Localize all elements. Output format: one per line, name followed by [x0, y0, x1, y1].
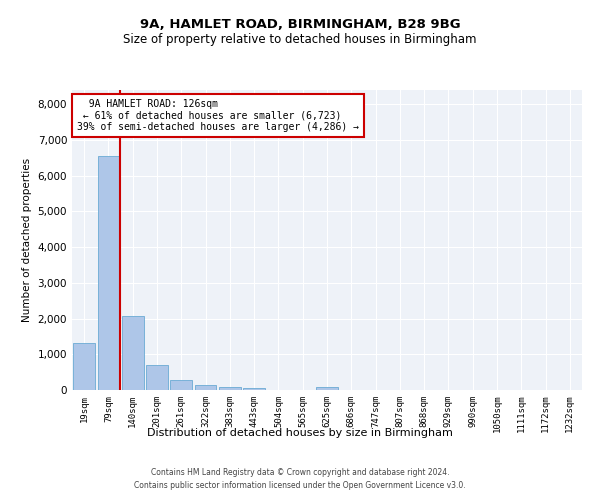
Y-axis label: Number of detached properties: Number of detached properties [22, 158, 32, 322]
Bar [97, 156, 119, 390]
Bar [73, 343, 95, 390]
Bar [243, 388, 265, 390]
Bar [316, 387, 338, 390]
Text: 9A HAMLET ROAD: 126sqm
 ← 61% of detached houses are smaller (6,723)
39% of semi: 9A HAMLET ROAD: 126sqm ← 61% of detached… [77, 99, 359, 132]
Bar [170, 380, 192, 390]
Text: Size of property relative to detached houses in Birmingham: Size of property relative to detached ho… [123, 32, 477, 46]
Bar [146, 366, 168, 390]
Text: 9A, HAMLET ROAD, BIRMINGHAM, B28 9BG: 9A, HAMLET ROAD, BIRMINGHAM, B28 9BG [140, 18, 460, 30]
Text: Distribution of detached houses by size in Birmingham: Distribution of detached houses by size … [147, 428, 453, 438]
Bar [219, 388, 241, 390]
Bar [122, 316, 143, 390]
Text: Contains public sector information licensed under the Open Government Licence v3: Contains public sector information licen… [134, 480, 466, 490]
Bar [194, 385, 217, 390]
Text: Contains HM Land Registry data © Crown copyright and database right 2024.: Contains HM Land Registry data © Crown c… [151, 468, 449, 477]
